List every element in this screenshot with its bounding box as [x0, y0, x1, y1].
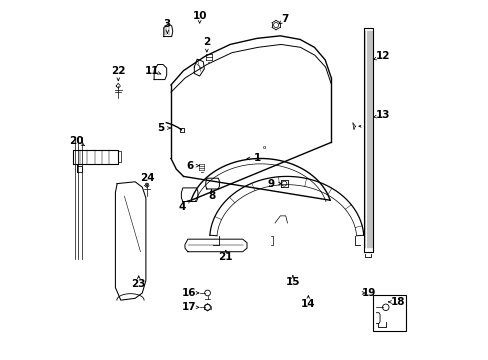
Text: 12: 12	[375, 51, 389, 61]
Text: 1: 1	[253, 153, 260, 163]
Text: 16: 16	[182, 288, 196, 298]
Text: 9: 9	[267, 179, 274, 189]
Text: 13: 13	[375, 111, 389, 121]
Text: 19: 19	[362, 288, 376, 298]
Text: 7: 7	[281, 14, 288, 24]
Text: 5: 5	[157, 123, 164, 133]
Text: 15: 15	[285, 277, 300, 287]
Text: 11: 11	[144, 66, 159, 76]
Text: 6: 6	[186, 161, 193, 171]
Text: 2: 2	[203, 37, 210, 47]
Bar	[372, 296, 405, 330]
Text: 4: 4	[178, 202, 185, 212]
Text: 17: 17	[181, 302, 196, 312]
Text: 3: 3	[163, 19, 171, 29]
Text: 18: 18	[390, 297, 405, 307]
Text: 22: 22	[111, 66, 125, 76]
Text: 23: 23	[131, 279, 145, 289]
Text: 21: 21	[218, 252, 233, 262]
Text: 8: 8	[207, 191, 215, 201]
Text: 10: 10	[192, 11, 206, 21]
Text: 14: 14	[301, 299, 315, 309]
Text: 24: 24	[140, 173, 154, 183]
Text: o: o	[262, 145, 265, 150]
Text: 20: 20	[69, 136, 84, 145]
